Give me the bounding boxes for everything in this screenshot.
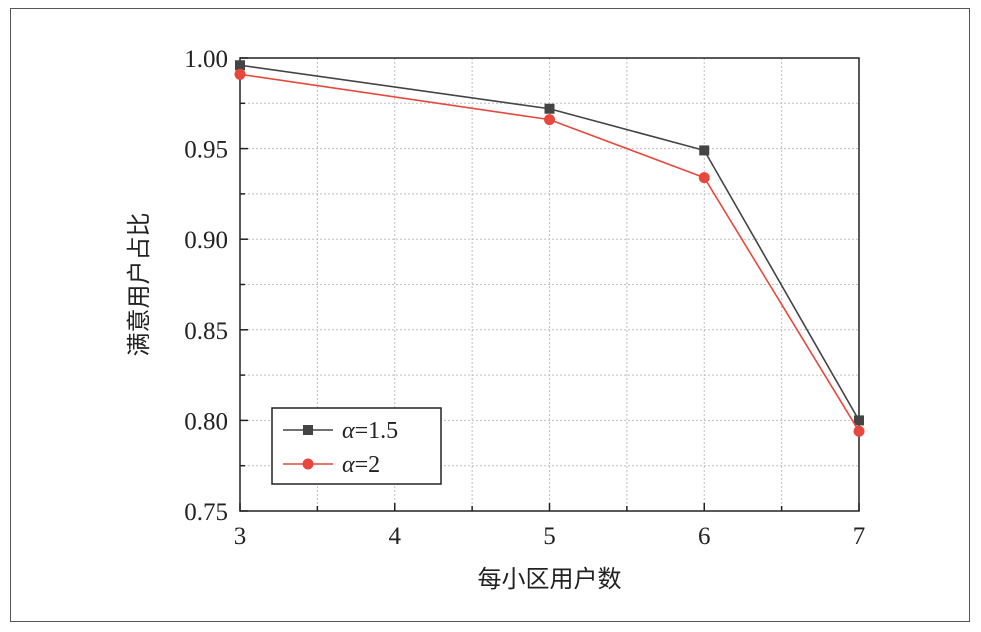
legend-item-1: α=1.5 bbox=[283, 418, 398, 444]
legend: α=1.5α=2 bbox=[271, 407, 442, 485]
legend-label: α=2 bbox=[342, 452, 380, 478]
series-line-2 bbox=[239, 73, 860, 432]
data-point-square bbox=[544, 103, 555, 114]
y-axis-title: 满意用户占比 bbox=[125, 213, 153, 357]
series-lines bbox=[234, 60, 865, 437]
data-point-square bbox=[235, 60, 245, 71]
axis-ticks bbox=[239, 57, 860, 512]
legend-label-value: =1.5 bbox=[355, 418, 399, 444]
y-tick-labels: 0.75 0.80 0.85 0.90 0.95 1.00 bbox=[184, 46, 228, 526]
legend-label-symbol: α bbox=[342, 418, 355, 444]
x-tick-label: 4 bbox=[389, 523, 402, 550]
x-tick-label: 7 bbox=[853, 523, 866, 550]
y-tick-label: 0.80 bbox=[184, 408, 228, 435]
y-tick-label: 0.90 bbox=[184, 227, 228, 254]
x-tick-label: 6 bbox=[698, 523, 711, 550]
legend-box bbox=[271, 407, 442, 485]
x-tick-labels: 3 4 5 6 7 bbox=[234, 523, 866, 550]
data-point-square bbox=[699, 145, 710, 156]
x-axis-title: 每小区用户数 bbox=[478, 565, 622, 593]
legend-item-2: α=2 bbox=[283, 452, 380, 478]
figure-frame bbox=[10, 8, 970, 622]
x-tick-label: 3 bbox=[234, 523, 247, 550]
data-point-circle bbox=[234, 68, 246, 80]
legend-label: α=1.5 bbox=[342, 418, 398, 444]
data-point-circle bbox=[544, 114, 555, 126]
x-tick-label: 5 bbox=[543, 523, 556, 550]
data-point-square bbox=[854, 415, 864, 426]
legend-label-symbol: α bbox=[342, 452, 355, 478]
data-point-circle bbox=[853, 425, 865, 437]
y-tick-label: 0.75 bbox=[184, 499, 228, 526]
grid-lines bbox=[240, 58, 859, 511]
y-tick-label: 1.00 bbox=[184, 46, 228, 73]
legend-marker-circle bbox=[302, 458, 314, 470]
legend-marker-square bbox=[303, 425, 313, 435]
data-point-circle bbox=[698, 172, 710, 184]
y-tick-label: 0.95 bbox=[184, 137, 228, 164]
y-tick-label: 0.85 bbox=[184, 318, 228, 345]
legend-label-value: =2 bbox=[355, 452, 381, 478]
series-line-1 bbox=[239, 64, 860, 421]
